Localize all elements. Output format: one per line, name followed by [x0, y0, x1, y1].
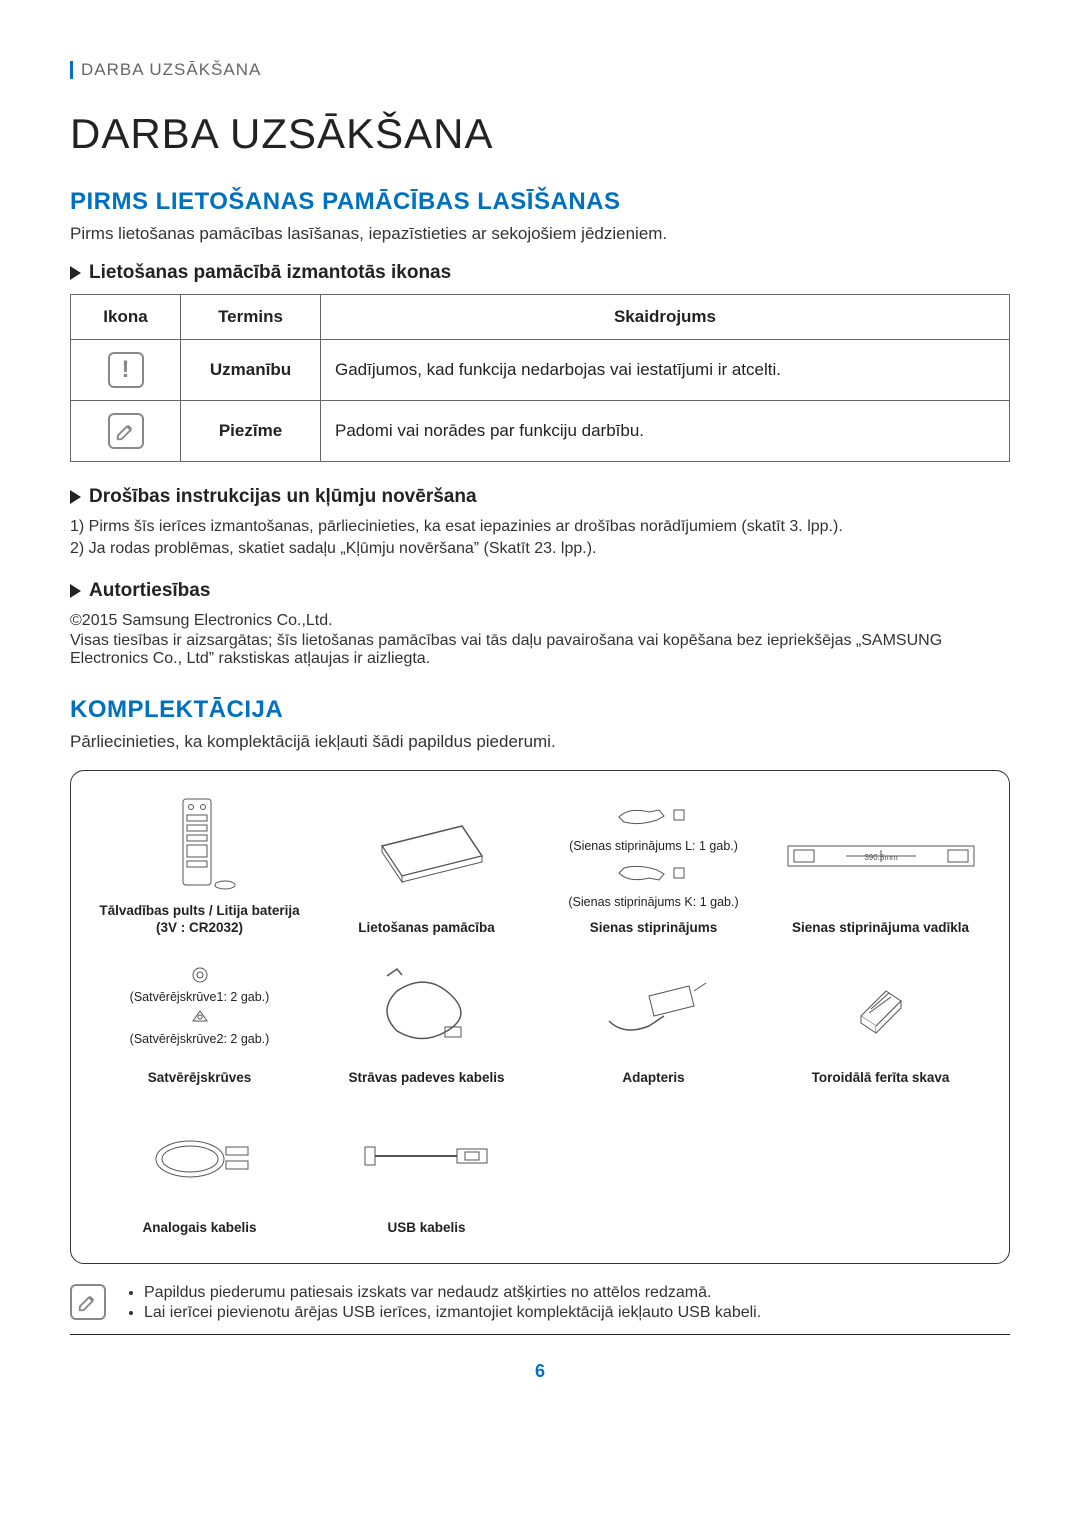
- cell-desc-note: Padomi vai norādes par funkciju darbību.: [321, 401, 1010, 462]
- acc-remote-caption: Tālvadības pults / Litija baterija (3V :…: [95, 902, 304, 937]
- section-accessories-lead: Pārliecinieties, ka komplektācijā iekļau…: [70, 732, 1010, 752]
- subsection-safety-text: Drošības instrukcijas un kļūmju novēršan…: [89, 486, 477, 508]
- list-item: 1) Pirms šīs ierīces izmantošanas, pārli…: [70, 518, 1010, 536]
- acc-power: Strāvas padeves kabelis: [322, 947, 531, 1087]
- footnote-list: Papildus piederumu patiesais izskats var…: [124, 1284, 761, 1324]
- subsection-safety: Drošības instrukcijas un kļūmju novēršan…: [70, 486, 1010, 508]
- wallmount-sub-k: (Sienas stiprinājums K: 1 gab.): [568, 894, 738, 910]
- subsection-copyright-text: Autortiesības: [89, 580, 210, 602]
- page-number: 6: [70, 1361, 1010, 1382]
- subsection-copyright: Autortiesības: [70, 580, 1010, 602]
- acc-wallmount-caption: Sienas stiprinājums: [590, 919, 718, 937]
- analog-image: [95, 1097, 304, 1215]
- list-item: Lai ierīcei pievienotu ārējas USB ierīce…: [144, 1304, 761, 1322]
- acc-usb-caption: USB kabelis: [387, 1219, 465, 1237]
- acc-empty: [776, 1097, 985, 1237]
- acc-adapter-caption: Adapteris: [622, 1069, 684, 1087]
- acc-manual: Lietošanas pamācība: [322, 797, 531, 937]
- wallguide-image: 390.5mm: [776, 797, 985, 915]
- remote-image: [95, 797, 304, 898]
- acc-screws-caption: Satvērējskrūves: [148, 1069, 252, 1087]
- triangle-bullet-icon: [70, 584, 81, 598]
- acc-remote: Tālvadības pults / Litija baterija (3V :…: [95, 797, 304, 937]
- table-row: Piezīme Padomi vai norādes par funkciju …: [71, 401, 1010, 462]
- copyright-line: ©2015 Samsung Electronics Co.,Ltd.: [70, 612, 1010, 630]
- pencil-icon: [115, 420, 137, 442]
- pencil-icon: [77, 1291, 99, 1313]
- triangle-bullet-icon: [70, 266, 81, 280]
- wallmount-sub-l: (Sienas stiprinājums L: 1 gab.): [569, 838, 738, 854]
- acc-adapter: Adapteris: [549, 947, 758, 1087]
- section-before-reading-title: PIRMS LIETOŠANAS PAMĀCĪBAS LASĪŠANAS: [70, 188, 1010, 216]
- running-header-text: DARBA UZSĀKŠANA: [81, 60, 261, 80]
- acc-screws: (Satvērējskrūve1: 2 gab.) (Satvērējskrūv…: [95, 947, 304, 1087]
- subsection-icons: Lietošanas pamācībā izmantotās ikonas: [70, 262, 1010, 284]
- acc-manual-caption: Lietošanas pamācība: [358, 919, 495, 937]
- list-item: Papildus piederumu patiesais izskats var…: [144, 1284, 761, 1302]
- page: DARBA UZSĀKŠANA DARBA UZSĀKŠANA PIRMS LI…: [0, 0, 1080, 1422]
- screws-image: (Satvērējskrūve1: 2 gab.) (Satvērējskrūv…: [95, 947, 304, 1065]
- th-term: Termins: [181, 295, 321, 340]
- screws-sub1: (Satvērējskrūve1: 2 gab.): [130, 989, 270, 1005]
- cell-term-note: Piezīme: [181, 401, 321, 462]
- table-header-row: Ikona Termins Skaidrojums: [71, 295, 1010, 340]
- copyright-block: ©2015 Samsung Electronics Co.,Ltd. Visas…: [70, 612, 1010, 668]
- manual-image: [322, 797, 531, 915]
- acc-analog-caption: Analogais kabelis: [142, 1219, 256, 1237]
- usb-image: [322, 1097, 531, 1215]
- list-item: 2) Ja rodas problēmas, skatiet sadaļu „K…: [70, 540, 1010, 558]
- wallmount-image: (Sienas stiprinājums L: 1 gab.) (Sienas …: [549, 797, 758, 915]
- section-before-reading-lead: Pirms lietošanas pamācības lasīšanas, ie…: [70, 224, 1010, 244]
- note-icon: [70, 1284, 106, 1320]
- cell-icon-caution: !: [71, 340, 181, 401]
- acc-wallmount: (Sienas stiprinājums L: 1 gab.) (Sienas …: [549, 797, 758, 937]
- acc-empty: [549, 1097, 758, 1237]
- th-icon: Ikona: [71, 295, 181, 340]
- acc-wallguide: 390.5mm Sienas stiprinājuma vadīkla: [776, 797, 985, 937]
- subsection-icons-text: Lietošanas pamācībā izmantotās ikonas: [89, 262, 451, 284]
- page-title: DARBA UZSĀKŠANA: [70, 110, 1010, 158]
- safety-list: 1) Pirms šīs ierīces izmantošanas, pārli…: [70, 518, 1010, 558]
- table-row: ! Uzmanību Gadījumos, kad funkcija nedar…: [71, 340, 1010, 401]
- running-header: DARBA UZSĀKŠANA: [70, 60, 1010, 80]
- accessories-grid: Tālvadības pults / Litija baterija (3V :…: [95, 797, 985, 1237]
- acc-ferrite: Toroidālā ferīta skava: [776, 947, 985, 1087]
- cell-desc-caution: Gadījumos, kad funkcija nedarbojas vai i…: [321, 340, 1010, 401]
- cell-icon-note: [71, 401, 181, 462]
- acc-ferrite-caption: Toroidālā ferīta skava: [812, 1069, 950, 1087]
- copyright-line: Visas tiesības ir aizsargātas; šīs lieto…: [70, 632, 1010, 668]
- cell-term-caution: Uzmanību: [181, 340, 321, 401]
- acc-analog: Analogais kabelis: [95, 1097, 304, 1237]
- header-accent-bar: [70, 61, 73, 79]
- screws-sub2: (Satvērējskrūve2: 2 gab.): [130, 1031, 270, 1047]
- footnote-row: Papildus piederumu patiesais izskats var…: [70, 1284, 1010, 1335]
- section-accessories-title: KOMPLEKTĀCIJA: [70, 696, 1010, 724]
- icons-table: Ikona Termins Skaidrojums ! Uzmanību Gad…: [70, 294, 1010, 462]
- acc-power-caption: Strāvas padeves kabelis: [348, 1069, 504, 1087]
- acc-wallguide-caption: Sienas stiprinājuma vadīkla: [792, 919, 969, 937]
- power-image: [322, 947, 531, 1065]
- note-icon: [108, 413, 144, 449]
- caution-icon: !: [108, 352, 144, 388]
- ferrite-image: [776, 947, 985, 1065]
- accessories-box: Tālvadības pults / Litija baterija (3V :…: [70, 770, 1010, 1264]
- adapter-image: [549, 947, 758, 1065]
- th-desc: Skaidrojums: [321, 295, 1010, 340]
- triangle-bullet-icon: [70, 490, 81, 504]
- acc-usb: USB kabelis: [322, 1097, 531, 1237]
